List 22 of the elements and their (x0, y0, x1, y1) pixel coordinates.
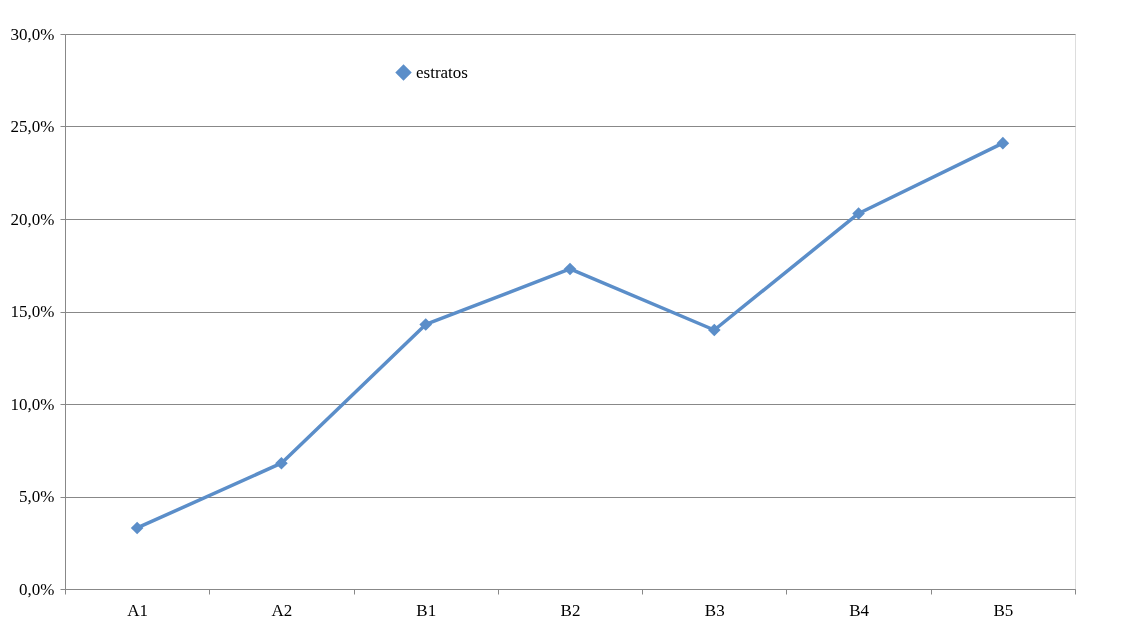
y-tick-label: 20,0% (10, 209, 55, 229)
x-tick-label: B3 (704, 600, 725, 620)
point (563, 262, 577, 276)
y-tick-label: 5,0% (19, 487, 55, 506)
y-tick-label: 25,0% (10, 117, 55, 136)
point (996, 136, 1010, 150)
y-tick-label: 30,0% (10, 24, 55, 44)
x-tick-label: A1 (127, 600, 149, 620)
x-tick-label: B2 (560, 600, 581, 620)
y-tick-label: 10,0% (10, 394, 55, 414)
x-tick-label: A2 (271, 600, 293, 620)
y-tick-label: 0,0% (19, 579, 55, 599)
point (275, 456, 288, 470)
point (130, 521, 144, 535)
y-tick-label: 15,0% (10, 302, 55, 321)
point (419, 318, 433, 331)
x-tick-label: B1 (416, 600, 437, 620)
point (852, 207, 865, 220)
x-tick-label: B4 (849, 600, 870, 620)
legend-label: estratos (416, 62, 468, 82)
x-tick-label: B5 (993, 600, 1014, 620)
point (707, 323, 721, 337)
